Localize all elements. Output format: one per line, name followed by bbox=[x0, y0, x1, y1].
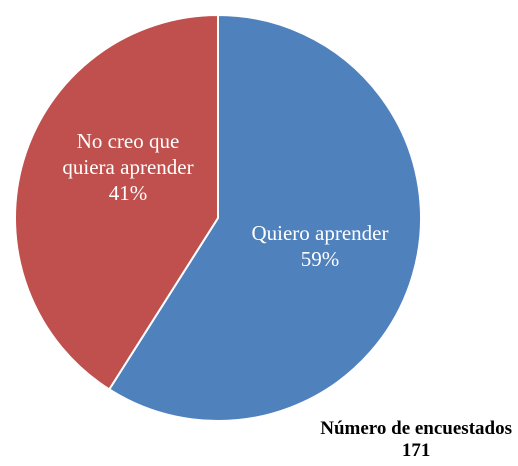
respondent-count-value: 171 bbox=[401, 440, 431, 461]
pie-slice-0 bbox=[107, 13, 422, 422]
pie-slice-label-1: No creo que quiera aprender 41% bbox=[62, 129, 193, 205]
respondent-count-title: Número de encuestados bbox=[320, 418, 512, 439]
pie-slice-label-0: Quiero aprender 59% bbox=[251, 221, 388, 271]
pie-slice-1 bbox=[14, 13, 219, 391]
respondent-count: Número de encuestados 171 bbox=[320, 418, 512, 462]
